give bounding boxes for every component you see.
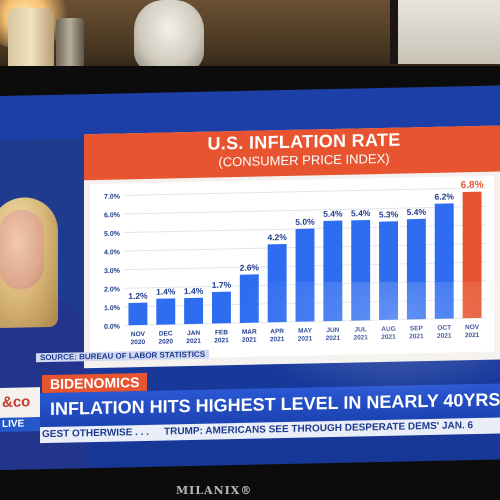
live-badge: LIVE	[0, 417, 40, 432]
bar	[323, 220, 343, 322]
bar	[211, 291, 231, 324]
data-label: 2.6%	[240, 262, 260, 272]
x-tick-label: 2021	[242, 337, 257, 344]
x-tick-label: FEB	[215, 329, 228, 336]
data-label: 4.2%	[267, 232, 287, 242]
bar	[128, 302, 148, 326]
data-label: 1.4%	[184, 286, 204, 296]
y-tick-label: 1.0%	[104, 305, 121, 312]
white-vase	[134, 0, 204, 72]
x-tick-label: 2021	[214, 337, 229, 344]
x-tick-label: DEC	[159, 330, 173, 337]
y-tick-label: 6.0%	[104, 212, 121, 219]
bar	[239, 274, 259, 323]
x-tick-label: 2021	[298, 335, 313, 342]
x-tick-label: 2021	[326, 335, 341, 342]
bar	[379, 221, 399, 321]
x-tick-label: NOV	[465, 324, 480, 331]
bar	[434, 203, 454, 319]
data-label: 5.4%	[323, 209, 343, 219]
x-tick-label: MAR	[242, 329, 257, 336]
x-tick-label: AUG	[381, 326, 395, 333]
x-tick-label: 2021	[409, 333, 424, 340]
x-tick-label: 2021	[270, 336, 285, 343]
x-tick-label: 2021	[465, 332, 480, 339]
bar	[406, 218, 426, 320]
bar	[267, 243, 287, 323]
x-tick-label: JUN	[326, 327, 339, 334]
data-label: 5.4%	[407, 207, 427, 217]
headline-text: INFLATION HITS HIGHEST LEVEL IN NEARLY 4…	[50, 389, 500, 419]
data-label: 1.2%	[128, 291, 148, 301]
data-label: 5.4%	[351, 208, 371, 218]
x-tick-label: 2021	[381, 334, 396, 341]
x-tick-label: NOV	[131, 331, 146, 338]
ticker-item: GEST OTHERWISE . . .	[42, 426, 150, 441]
x-tick-label: 2020	[159, 338, 174, 345]
bar	[156, 298, 176, 325]
data-label: 6.8%	[461, 180, 484, 191]
x-tick-label: JUL	[355, 326, 367, 333]
x-tick-label: JAN	[187, 330, 200, 337]
candle-jar	[8, 8, 54, 72]
segment-tag: BIDENOMICS	[42, 372, 148, 394]
data-label: 1.7%	[212, 280, 232, 290]
x-tick-label: 2020	[131, 339, 146, 346]
metal-canister	[56, 18, 84, 72]
wall-frame	[390, 0, 500, 64]
y-tick-label: 3.0%	[104, 268, 121, 275]
y-tick-label: 5.0%	[104, 231, 121, 238]
tv-brand-logo: MILANIX®	[176, 484, 253, 497]
x-tick-label: SEP	[410, 325, 424, 332]
tv-screen: U.S. INFLATION RATE (CONSUMER PRICE INDE…	[0, 85, 500, 470]
bar	[295, 228, 315, 322]
x-tick-label: 2021	[437, 333, 452, 340]
graphic-header: U.S. INFLATION RATE (CONSUMER PRICE INDE…	[84, 125, 500, 181]
x-tick-label: 2021	[353, 334, 368, 341]
chart-area: 0.0% 1.0% 2.0% 3.0% 4.0% 5.0% 6.0% 7.0% 1.2% NOV 2…	[90, 175, 494, 361]
x-tick-label: APR	[270, 328, 284, 335]
gridline	[124, 187, 486, 196]
y-tick-label: 0.0%	[104, 323, 121, 330]
gridline	[124, 205, 486, 215]
anchor-face	[0, 209, 44, 290]
inflation-graphic: U.S. INFLATION RATE (CONSUMER PRICE INDE…	[84, 125, 500, 369]
lower-third: BIDENOMICS &co LIVE INFLATION HITS HIGHE…	[0, 366, 500, 470]
data-label: 1.4%	[156, 286, 176, 296]
data-label: 5.3%	[379, 209, 399, 219]
inflation-bar-chart: 0.0%1.0%2.0%3.0%4.0%5.0%6.0%7.0%1.2%NOV2…	[104, 180, 486, 346]
y-tick-label: 2.0%	[104, 286, 121, 293]
network-logo: &co	[0, 387, 40, 418]
x-tick-label: OCT	[437, 325, 451, 332]
bar	[462, 191, 482, 319]
x-tick-label: 2021	[186, 338, 201, 345]
y-tick-label: 7.0%	[104, 193, 121, 200]
bar	[351, 219, 371, 321]
ticker-item: TRUMP: AMERICANS SEE THROUGH DESPERATE D…	[164, 420, 474, 438]
x-tick-label: MAY	[298, 327, 313, 334]
data-label: 6.2%	[435, 191, 455, 201]
data-label: 5.0%	[295, 217, 315, 227]
bar	[184, 297, 204, 325]
y-tick-label: 4.0%	[104, 249, 121, 256]
